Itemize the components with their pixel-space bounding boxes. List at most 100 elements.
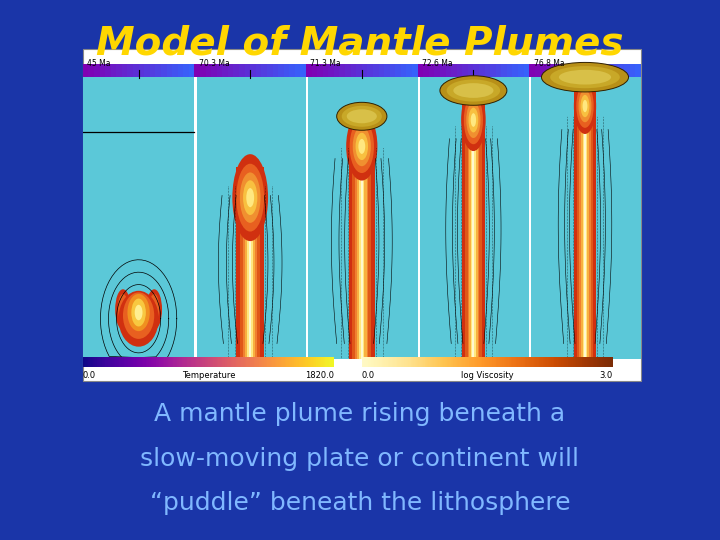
Bar bbox=[89, 64, 94, 77]
Bar bbox=[118, 357, 120, 367]
Bar bbox=[111, 64, 117, 77]
Bar bbox=[203, 357, 204, 367]
Bar bbox=[248, 357, 250, 367]
Bar bbox=[320, 357, 321, 367]
Bar bbox=[555, 357, 557, 367]
Bar bbox=[315, 357, 316, 367]
Bar bbox=[248, 166, 253, 359]
Bar bbox=[156, 357, 157, 367]
Bar bbox=[611, 357, 612, 367]
Ellipse shape bbox=[115, 289, 131, 329]
Bar bbox=[540, 64, 546, 77]
Bar bbox=[249, 166, 251, 359]
Bar bbox=[108, 357, 109, 367]
Bar bbox=[523, 357, 525, 367]
Bar bbox=[306, 64, 418, 359]
Bar bbox=[183, 357, 184, 367]
Bar bbox=[471, 100, 476, 359]
Bar bbox=[103, 357, 104, 367]
Bar bbox=[240, 166, 260, 359]
Bar bbox=[278, 64, 284, 77]
Bar bbox=[355, 116, 369, 119]
Bar bbox=[474, 357, 476, 367]
Bar bbox=[96, 357, 98, 367]
Bar bbox=[150, 357, 152, 367]
Bar bbox=[149, 357, 150, 367]
Bar bbox=[397, 357, 398, 367]
Bar bbox=[533, 357, 534, 367]
Ellipse shape bbox=[236, 164, 264, 232]
Bar bbox=[267, 64, 272, 77]
Text: 0.0: 0.0 bbox=[83, 371, 96, 380]
Bar bbox=[396, 357, 397, 367]
Bar bbox=[467, 357, 469, 367]
Bar bbox=[429, 64, 434, 77]
Bar bbox=[513, 64, 518, 77]
Bar bbox=[161, 64, 166, 77]
Bar bbox=[275, 357, 276, 367]
Bar bbox=[201, 357, 202, 367]
Bar bbox=[472, 357, 474, 367]
Bar bbox=[595, 357, 597, 367]
Bar bbox=[581, 89, 589, 359]
Bar bbox=[612, 357, 613, 367]
Ellipse shape bbox=[356, 133, 368, 160]
Bar bbox=[554, 357, 555, 367]
Bar bbox=[125, 357, 127, 367]
Bar bbox=[418, 64, 423, 77]
Bar bbox=[117, 357, 118, 367]
Bar bbox=[230, 357, 231, 367]
Bar bbox=[294, 357, 295, 367]
Bar bbox=[560, 357, 562, 367]
Bar bbox=[134, 357, 135, 367]
Bar bbox=[589, 357, 590, 367]
Bar bbox=[436, 357, 437, 367]
Bar bbox=[266, 357, 267, 367]
Ellipse shape bbox=[550, 66, 620, 88]
Bar bbox=[251, 357, 252, 367]
Bar bbox=[105, 64, 111, 77]
Text: 0.0: 0.0 bbox=[362, 371, 375, 380]
Bar bbox=[164, 357, 166, 367]
Ellipse shape bbox=[574, 78, 596, 134]
Bar bbox=[485, 357, 486, 367]
Bar bbox=[392, 357, 393, 367]
Bar bbox=[187, 357, 188, 367]
Ellipse shape bbox=[337, 102, 387, 130]
Bar bbox=[567, 357, 569, 367]
Bar bbox=[387, 357, 388, 367]
Bar bbox=[604, 357, 606, 367]
Bar bbox=[580, 77, 590, 84]
Bar bbox=[518, 64, 523, 77]
Bar bbox=[574, 64, 580, 77]
Bar bbox=[456, 64, 462, 77]
Bar bbox=[312, 357, 314, 367]
Bar bbox=[411, 357, 412, 367]
Bar bbox=[206, 357, 207, 367]
Ellipse shape bbox=[119, 291, 158, 347]
Bar bbox=[415, 357, 417, 367]
Ellipse shape bbox=[127, 294, 150, 331]
Bar bbox=[486, 357, 487, 367]
Bar bbox=[450, 357, 451, 367]
Bar bbox=[442, 357, 444, 367]
Bar bbox=[575, 357, 577, 367]
Bar bbox=[220, 357, 221, 367]
Ellipse shape bbox=[135, 305, 143, 320]
Bar bbox=[504, 357, 505, 367]
Bar bbox=[423, 357, 425, 367]
Bar bbox=[607, 357, 608, 367]
Bar bbox=[362, 64, 367, 77]
Bar bbox=[302, 357, 304, 367]
Bar bbox=[451, 357, 452, 367]
Bar bbox=[271, 357, 272, 367]
Bar bbox=[398, 357, 400, 367]
Bar bbox=[264, 357, 265, 367]
Bar bbox=[238, 357, 240, 367]
Ellipse shape bbox=[541, 63, 629, 92]
Bar bbox=[215, 357, 216, 367]
Bar bbox=[186, 357, 187, 367]
Bar bbox=[384, 357, 386, 367]
Bar bbox=[261, 64, 267, 77]
Bar bbox=[577, 89, 593, 359]
